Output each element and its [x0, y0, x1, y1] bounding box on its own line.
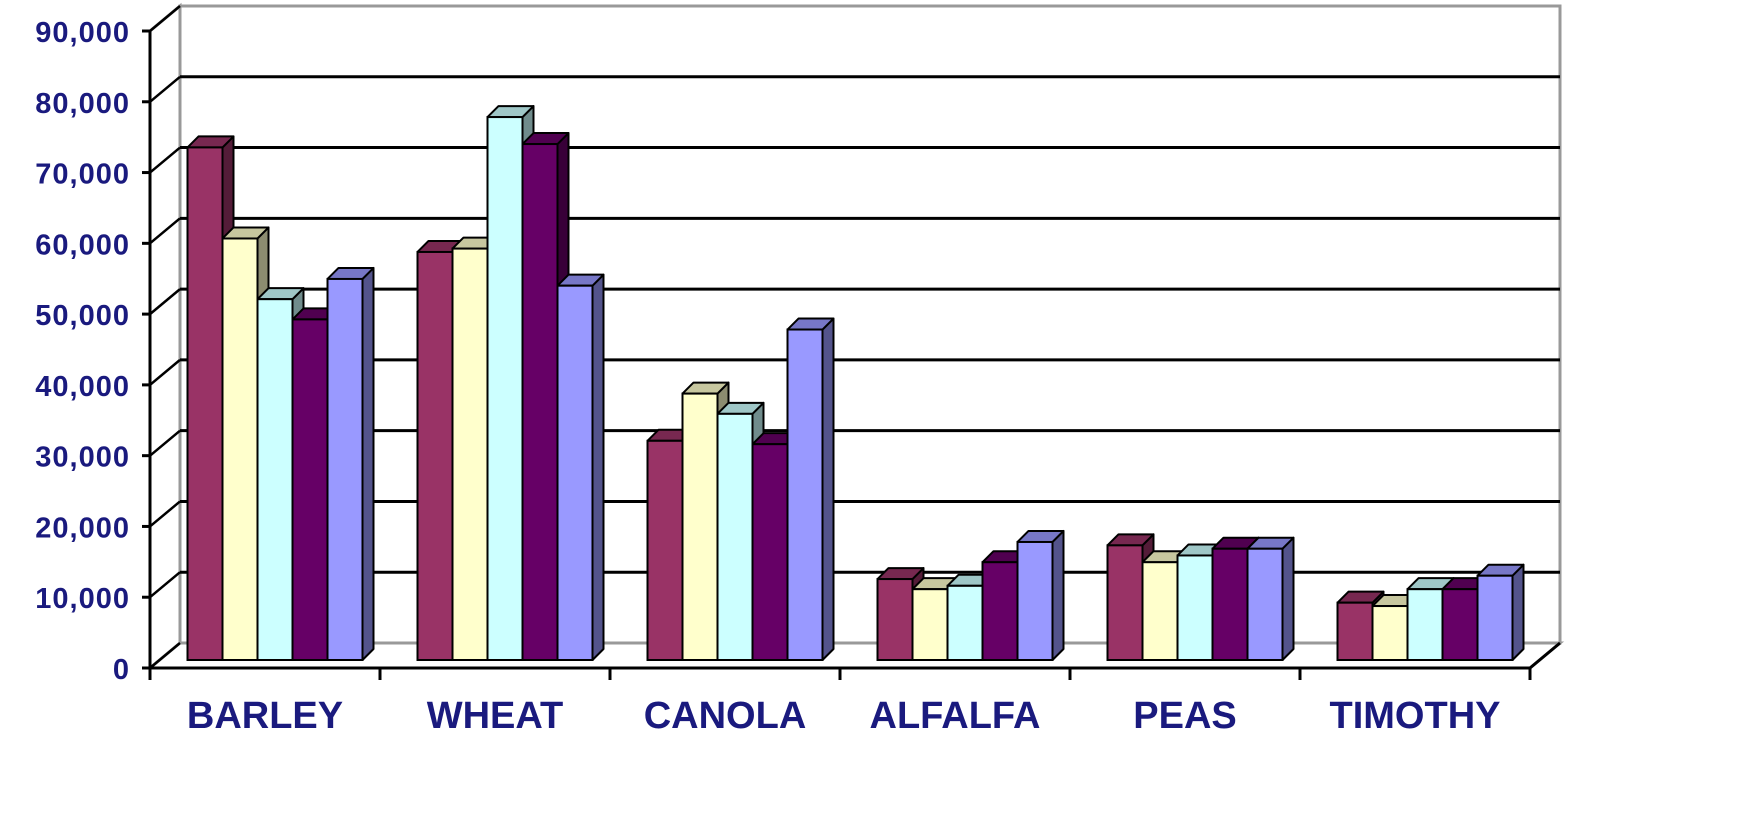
gridlines — [149, 5, 1560, 669]
bar — [786, 317, 835, 661]
gridline-diagonal — [149, 500, 181, 528]
bar-front — [716, 412, 754, 662]
y-tick-label: 0 — [113, 654, 130, 686]
bar-front — [1441, 588, 1479, 662]
y-tick-label: 80,000 — [35, 88, 130, 120]
y-tick-label: 30,000 — [35, 442, 130, 474]
bar-front — [1246, 547, 1284, 662]
bar — [1246, 536, 1295, 662]
bar-front — [256, 298, 294, 661]
bar-front — [751, 443, 789, 661]
gridline-diagonal — [149, 146, 181, 174]
bar-front — [681, 392, 719, 661]
bar-front — [1406, 588, 1444, 662]
x-axis-category-labels: BARLEY WHEAT CANOLA ALFALFA PEAS TIMOTHY — [187, 695, 1501, 737]
bar-front — [186, 146, 224, 661]
x-category-label: BARLEY — [187, 695, 343, 737]
floor-edge — [1529, 641, 1561, 670]
axes — [142, 29, 1561, 680]
x-category-label: PEAS — [1133, 695, 1236, 737]
back-wall — [178, 4, 1562, 645]
bar-front — [221, 237, 259, 661]
bar — [1476, 563, 1525, 662]
bar-side — [361, 266, 375, 661]
bar-front — [1476, 574, 1514, 662]
bar-front — [486, 116, 524, 662]
bar-front — [1016, 540, 1054, 662]
bar-front — [1141, 561, 1179, 662]
y-tick-label: 70,000 — [35, 159, 130, 191]
gridline-diagonal — [149, 429, 181, 457]
bar-side — [1511, 563, 1525, 661]
bar-front — [291, 318, 329, 661]
bar-front — [1106, 544, 1144, 661]
bar-front — [521, 143, 559, 662]
x-category-label: TIMOTHY — [1330, 695, 1501, 737]
bar-front — [556, 284, 594, 661]
bar-front — [946, 584, 984, 661]
bar-front — [1371, 605, 1409, 661]
bar-front — [1176, 554, 1214, 662]
bar-side — [1281, 536, 1295, 661]
bar-side — [591, 273, 605, 661]
gridline-diagonal — [149, 75, 181, 103]
bar-front — [326, 277, 364, 661]
y-tick-label: 90,000 — [35, 17, 130, 49]
side-wall — [148, 2, 182, 672]
y-tick-label: 20,000 — [35, 512, 130, 544]
gridline-diagonal — [149, 5, 181, 32]
chart-walls — [145, 2, 1565, 672]
gridline-diagonal — [149, 288, 181, 316]
bar-front — [786, 328, 824, 661]
x-category-label: WHEAT — [427, 695, 564, 737]
x-category-label: ALFALFA — [870, 695, 1041, 737]
gridline-diagonal — [149, 217, 181, 245]
bar-front — [1336, 601, 1374, 662]
bar-front — [416, 250, 454, 661]
bar-front — [646, 439, 684, 661]
y-tick-label: 40,000 — [35, 371, 130, 403]
y-tick-label: 10,000 — [35, 583, 130, 615]
y-tick-label: 60,000 — [35, 229, 130, 261]
bar — [1016, 529, 1065, 662]
bar-side — [821, 317, 835, 661]
bar — [326, 266, 375, 661]
y-tick-label: 50,000 — [35, 300, 130, 332]
bar-side — [1051, 529, 1065, 661]
bar — [556, 273, 605, 661]
x-category-label: CANOLA — [644, 695, 807, 737]
bar-front — [876, 578, 914, 661]
gridline-diagonal — [149, 571, 181, 599]
gridline-diagonal — [149, 358, 181, 386]
bar-front — [451, 247, 489, 661]
bar-front — [981, 561, 1019, 662]
bar-front — [911, 588, 949, 662]
bar-front — [1211, 547, 1249, 662]
y-axis-tick-labels: 0 10,000 20,000 30,000 40,000 50,000 60,000 70,… — [35, 17, 130, 686]
gridline-diagonal — [149, 642, 181, 669]
bars — [186, 105, 1525, 662]
